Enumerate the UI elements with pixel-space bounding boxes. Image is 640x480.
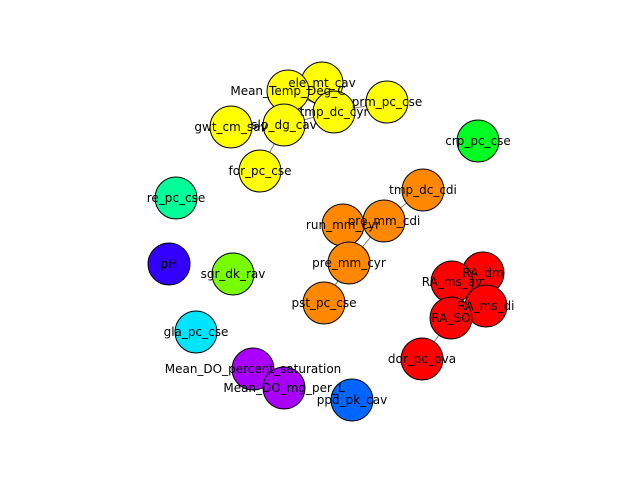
node-label-pre_mm_cdi: pre_mm_cdi <box>348 214 421 228</box>
node-label-crp_pc_cse: crp_pc_cse <box>445 134 511 148</box>
node-label-Mean_DO_mg_per_L: Mean_DO_mg_per_L <box>223 381 345 395</box>
node-for_pc_cse <box>238 149 282 193</box>
node-label-re_pc_cse: re_pc_cse <box>147 191 206 205</box>
node-gla_pc_cse <box>174 310 218 354</box>
node-re_pc_cse <box>154 176 198 220</box>
node-prm_pc_cse <box>365 80 409 124</box>
node-label-gla_pc_cse: gla_pc_cse <box>164 325 229 339</box>
node-label-pst_pc_cse: pst_pc_cse <box>291 296 356 310</box>
node-label-RA_ms_di: RA_ms_di <box>458 299 515 313</box>
node-pre_mm_cyr <box>327 241 371 285</box>
node-gwt_cm_sav <box>209 105 253 149</box>
node-label-tmp_dc_cdi: tmp_dc_cdi <box>389 183 457 197</box>
node-ppd_pk_cav <box>330 378 374 422</box>
node-tmp_dc_cyr <box>312 90 356 134</box>
node-label-ppd_pk_cav: ppd_pk_cav <box>317 393 387 407</box>
node-label-RA_ms_av: RA_ms_av <box>422 275 482 289</box>
node-label-run_mm_cyr: run_mm_cyr <box>306 218 380 232</box>
node-RA_SO <box>429 296 473 340</box>
node-slp_dg_cav <box>262 103 306 147</box>
node-Mean_DO_mg_per_L <box>262 366 306 410</box>
node-label-gwt_cm_sav: gwt_cm_sav <box>194 120 267 134</box>
node-label-Mean_DO_percent_saturation: Mean_DO_percent_saturation <box>165 362 342 376</box>
node-label-RA_dm: RA_dm <box>462 266 503 280</box>
node-dor_pc_pva <box>400 337 444 381</box>
node-label-sgr_dk_rav: sgr_dk_rav <box>201 267 266 281</box>
node-tmp_dc_cdi <box>401 168 445 212</box>
node-label-prm_pc_cse: prm_pc_cse <box>352 95 422 109</box>
node-label-dor_pc_pva: dor_pc_pva <box>388 352 456 366</box>
node-pH <box>147 242 191 286</box>
node-label-pH: pH <box>161 257 178 271</box>
node-pst_pc_cse <box>302 281 346 325</box>
node-sgr_dk_rav <box>211 252 255 296</box>
node-label-RA_SO: RA_SO <box>431 311 470 325</box>
node-label-for_pc_cse: for_pc_cse <box>229 164 292 178</box>
node-label-ele_mt_cav: ele_mt_cav <box>288 76 356 90</box>
node-label-pre_mm_cyr: pre_mm_cyr <box>312 256 386 270</box>
node-label-tmp_dc_cyr: tmp_dc_cyr <box>300 105 369 119</box>
node-crp_pc_cse <box>456 119 500 163</box>
node-label-slp_dg_cav: slp_dg_cav <box>251 118 317 132</box>
node-label-Mean_Temp_Deg_C: Mean_Temp_Deg_C <box>230 84 345 98</box>
